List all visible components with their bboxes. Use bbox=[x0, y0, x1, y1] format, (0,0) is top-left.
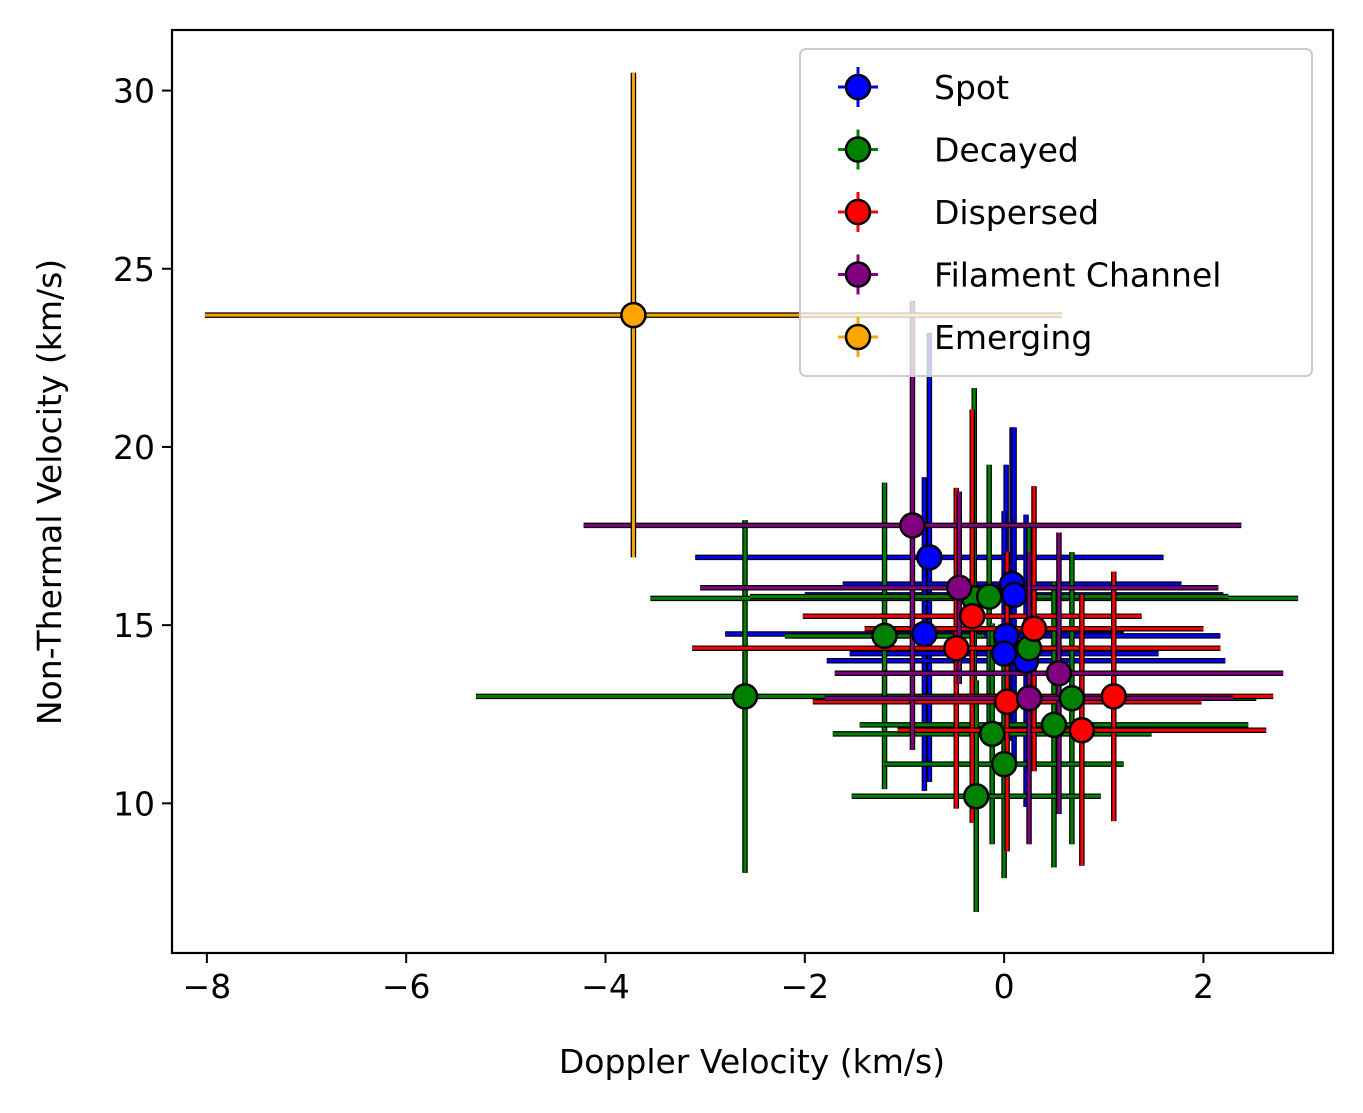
x-axis-label: Doppler Velocity (km/s) bbox=[559, 1042, 945, 1081]
y-tick-label: 30 bbox=[113, 72, 155, 111]
plot-area bbox=[204, 72, 1299, 913]
decayed-point bbox=[871, 622, 898, 650]
dispersed-point bbox=[1068, 717, 1096, 744]
filament-channel-point bbox=[946, 574, 973, 601]
legend: Spot Decayed Dispersed Filament Channel Emer… bbox=[799, 48, 1313, 377]
legend-item-decayed: Decayed bbox=[838, 129, 1079, 170]
legend-label: Emerging bbox=[934, 318, 1092, 357]
decayed-point bbox=[1040, 711, 1068, 739]
dispersed-point bbox=[1020, 615, 1048, 642]
legend-marker bbox=[844, 73, 872, 101]
filament-channel-point bbox=[1045, 659, 1073, 687]
legend-box bbox=[799, 48, 1313, 377]
emerging-point bbox=[620, 301, 647, 329]
y-tick-label: 15 bbox=[113, 606, 155, 645]
filament-channel-point bbox=[899, 512, 926, 539]
dispersed-point bbox=[943, 635, 970, 662]
dispersed-point bbox=[993, 688, 1021, 716]
legend-marker bbox=[844, 198, 872, 226]
spot-point bbox=[1000, 581, 1028, 609]
y-tick-label: 25 bbox=[113, 250, 155, 289]
x-tick-label: 0 bbox=[994, 967, 1015, 1006]
dispersed-point bbox=[1100, 683, 1128, 710]
decayed-point bbox=[978, 720, 1006, 748]
legend-item-filament-channel: Filament Channel bbox=[838, 254, 1221, 295]
y-axis: 10 15 20 25 30 bbox=[113, 72, 172, 823]
spot-point bbox=[990, 640, 1018, 667]
y-tick-label: 20 bbox=[113, 428, 155, 467]
x-tick-label: −6 bbox=[382, 967, 431, 1006]
legend-label: Dispersed bbox=[934, 193, 1099, 232]
x-tick-label: −4 bbox=[581, 967, 630, 1006]
legend-item-emerging: Emerging bbox=[838, 317, 1092, 357]
x-tick-label: −8 bbox=[183, 967, 232, 1006]
legend-marker bbox=[844, 323, 872, 351]
decayed-point bbox=[990, 750, 1018, 778]
markers bbox=[620, 301, 1128, 810]
y-axis-label: Non-Thermal Velocity (km/s) bbox=[30, 259, 69, 725]
legend-label: Filament Channel bbox=[934, 256, 1221, 295]
legend-label: Decayed bbox=[934, 131, 1079, 170]
decayed-point bbox=[731, 683, 759, 710]
x-axis: −8 −6 −4 −2 0 2 bbox=[183, 953, 1214, 1006]
legend-label: Spot bbox=[934, 68, 1009, 107]
decayed-point bbox=[1058, 684, 1086, 712]
legend-item-spot: Spot bbox=[838, 67, 1009, 107]
legend-marker bbox=[844, 261, 872, 288]
filament-channel-point bbox=[1015, 684, 1043, 712]
legend-item-dispersed: Dispersed bbox=[838, 192, 1099, 232]
spot-point bbox=[911, 620, 938, 648]
x-tick-label: −2 bbox=[780, 967, 829, 1006]
plot-frame bbox=[170, 28, 1335, 955]
spot-point bbox=[916, 544, 943, 571]
decayed-point bbox=[962, 782, 990, 810]
x-tick-label: 2 bbox=[1193, 967, 1214, 1006]
decayed-point bbox=[975, 583, 1003, 610]
dispersed-point bbox=[958, 602, 986, 630]
y-tick-label: 10 bbox=[113, 784, 155, 823]
legend-marker bbox=[844, 136, 872, 163]
